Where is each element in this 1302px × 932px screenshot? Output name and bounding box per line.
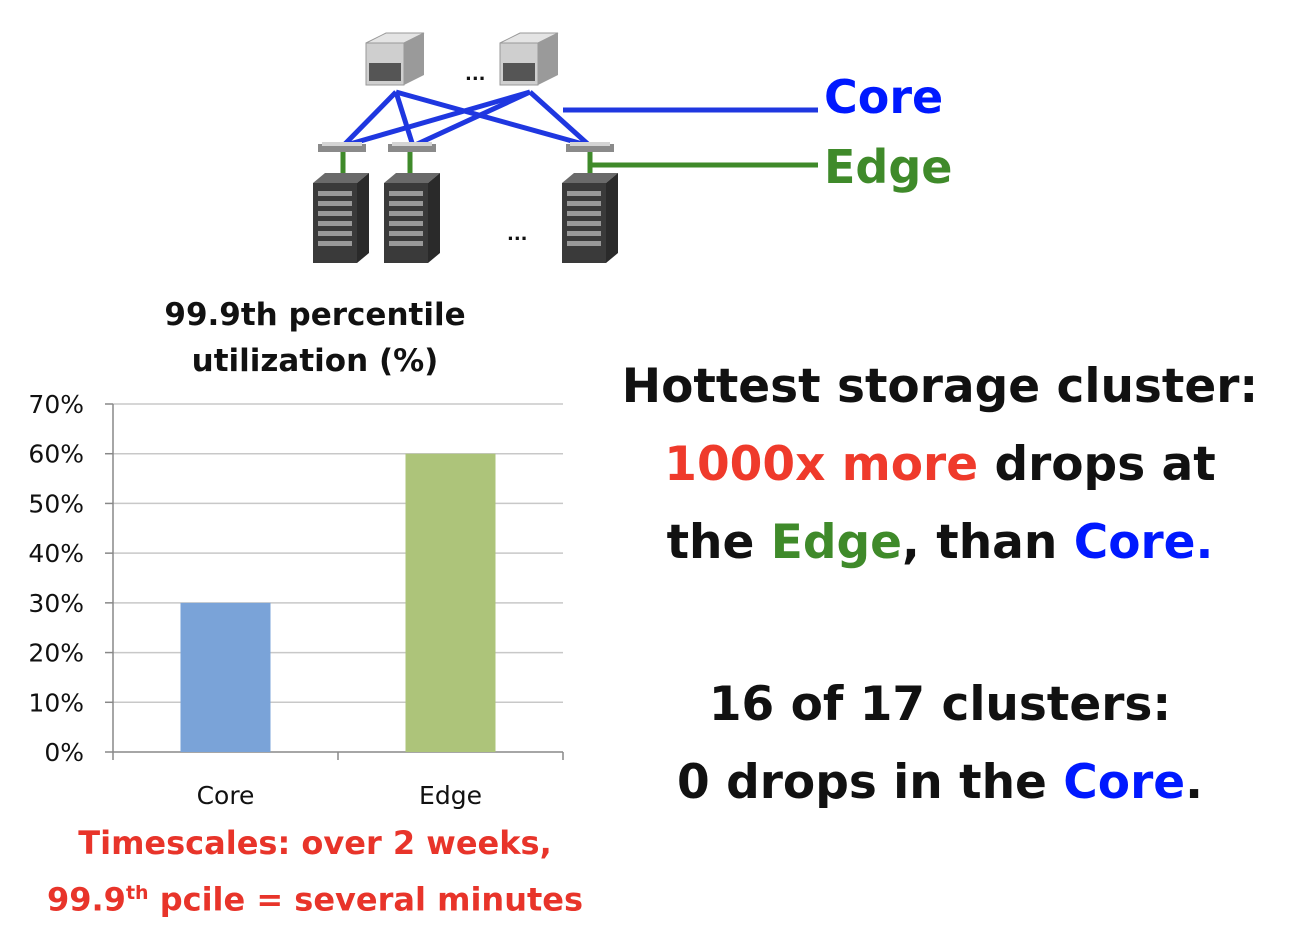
x-tick-label: Core (197, 781, 255, 810)
server-rack-icon (313, 173, 369, 263)
core-switch-icon (365, 32, 425, 86)
message1-line-3-b: , than (902, 515, 1074, 570)
y-tick-label: 40% (28, 539, 84, 568)
network-topology-diagram: ... ... (313, 32, 818, 263)
core-label: Core (824, 70, 944, 124)
bar-edge (405, 453, 496, 752)
message2-core-word: Core (1063, 755, 1186, 810)
y-tick-label: 20% (28, 639, 84, 668)
y-tick-label: 10% (28, 688, 84, 717)
message1-line-2: 1000x more drops at (590, 426, 1290, 504)
core-switch-icon (499, 32, 559, 86)
chart-title-line-1: 99.9th percentile (164, 297, 466, 333)
note-rest: pcile = several minutes (148, 880, 584, 919)
message2-line-2-b: . (1185, 755, 1203, 810)
message1-line-3: the Edge, than Core. (590, 504, 1290, 582)
note-superscript: th (125, 882, 149, 904)
bar-core (180, 602, 271, 752)
core-links (341, 89, 818, 149)
chart-title: 99.9th percentile utilization (%) (120, 292, 510, 384)
core-ellipsis: ... (465, 64, 486, 85)
chart-title-line-2: utilization (%) (191, 343, 439, 379)
clusters-message: 16 of 17 clusters: 0 drops in the Core. (590, 666, 1290, 822)
edge-switch-icon (318, 142, 366, 152)
message1-line-2-rest: drops at (978, 437, 1216, 492)
message2-line-1: 16 of 17 clusters: (708, 677, 1172, 732)
message1-line-3-a: the (666, 515, 771, 570)
x-tick-label: Edge (419, 781, 482, 810)
message1-edge-word: Edge (770, 515, 903, 570)
y-tick-label: 30% (28, 589, 84, 618)
edge-switch-icon (566, 142, 614, 152)
y-tick-label: 60% (28, 440, 84, 469)
message2-line-2: 0 drops in the Core. (590, 744, 1290, 822)
note-line-1: Timescales: over 2 weeks, (78, 824, 552, 862)
y-tick-label: 0% (44, 738, 84, 767)
message2-line-2-a: 0 drops in the (677, 755, 1064, 810)
server-rack-icon (384, 173, 440, 263)
utilization-bar-chart: 0% 10% 20% 30% 40% 50% 60% 70% Core Edge (28, 390, 564, 810)
hottest-cluster-message: Hottest storage cluster: 1000x more drop… (590, 348, 1290, 582)
note-line-2: 99.9th pcile = several minutes (20, 868, 610, 925)
rack-ellipsis: ... (507, 224, 528, 245)
message1-core-word: Core. (1073, 515, 1214, 570)
note-value: 99.9 (46, 880, 126, 919)
server-rack-icon (562, 173, 618, 263)
edge-switch-icon (388, 142, 436, 152)
edge-label: Edge (824, 140, 953, 194)
y-tick-label: 50% (28, 489, 84, 518)
message1-highlight-red: 1000x more (664, 437, 979, 492)
y-tick-label: 70% (28, 390, 84, 419)
timescales-note: Timescales: over 2 weeks, 99.9th pcile =… (20, 818, 610, 925)
message1-line-1: Hottest storage cluster: (621, 359, 1259, 414)
